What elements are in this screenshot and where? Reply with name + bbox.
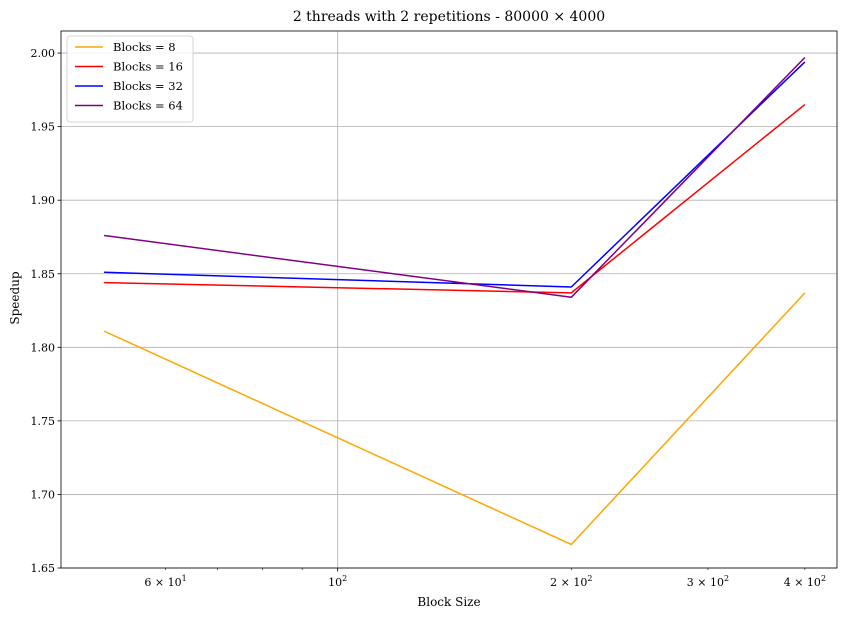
series-line-blocks-64 (103, 56, 806, 299)
series-line-blocks-8 (103, 292, 806, 546)
legend-entry-label: Blocks = 8 (113, 40, 176, 54)
legend: Blocks = 8 Blocks = 16 Blocks = 32 Blocks =… (66, 35, 194, 123)
x-minor-tick-label: 6 × 101 (144, 574, 186, 589)
plot-frame (60, 30, 838, 569)
y-tick-label: 2.00 (31, 47, 56, 60)
series-line-blocks-16 (104, 103, 806, 294)
y-tick-label: 1.80 (31, 341, 56, 354)
y-tick-label: 1.85 (31, 268, 56, 281)
legend-box (66, 35, 194, 123)
chart-title: 2 threads with 2 repetitions - 80000 × 4… (293, 9, 605, 25)
x-minor-tick-label: 4 × 102 (784, 574, 826, 589)
series-lines (103, 56, 806, 546)
legend-entry-label: Blocks = 64 (113, 99, 183, 113)
legend-entry-label: Blocks = 16 (113, 60, 183, 74)
y-tick-label: 1.95 (31, 121, 56, 134)
y-tick-label: 1.90 (31, 194, 56, 207)
legend-entry-label: Blocks = 32 (113, 79, 183, 93)
x-minor-tick-label: 2 × 102 (550, 574, 592, 589)
y-tick-label: 1.75 (31, 415, 56, 428)
y-axis-label: Speedup (8, 271, 22, 325)
y-tick-label: 1.70 (31, 488, 56, 501)
axes (60, 30, 838, 569)
y-tick-label: 1.65 (31, 562, 56, 575)
x-minor-tick-label: 3 × 102 (687, 574, 729, 589)
x-axis-label: Block Size (417, 595, 480, 609)
